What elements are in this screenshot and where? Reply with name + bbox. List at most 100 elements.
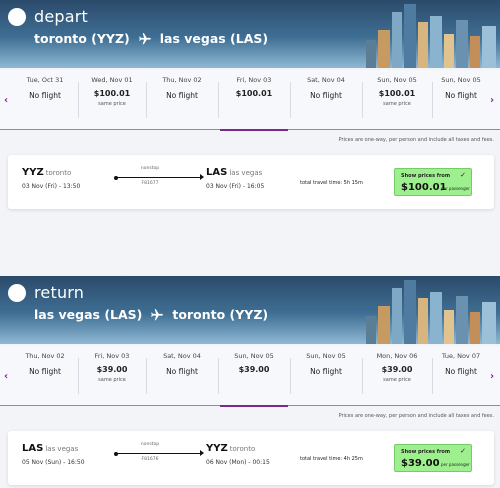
check-icon: ✓ [460,447,466,455]
date-label: Thu, Nov 02 [25,352,65,360]
destination-code: YYZ toronto [206,443,256,454]
depart-destination: las vegas (LAS) [159,31,269,46]
date-status: No flight [166,91,198,100]
date-label: Tue, Nov 07 [441,352,481,360]
date-option[interactable]: Mon, Nov 06 $39.00 same price [364,352,430,400]
date-option[interactable]: Sun, Nov 05 $100.01 same price [364,76,430,124]
date-status: No flight [445,367,477,376]
date-label: Fri, Nov 03 [94,352,130,360]
per-passenger-label: per passenger [441,462,470,467]
return-destination: toronto (YYZ) [172,307,269,322]
return-radio[interactable] [8,284,26,302]
date-option[interactable]: Fri, Nov 03 $39.00 same price [80,352,144,400]
date-status: No flight [310,91,342,100]
depart-label: depart [34,7,89,26]
date-option[interactable]: Sun, Nov 05 No flight [434,76,488,124]
skyline-illustration [366,4,496,68]
show-prices-label: Show prices from [401,449,451,455]
flight-number: F81677 [141,181,159,186]
date-price: $100.01 [235,89,273,98]
date-price: $39.00 [96,365,128,374]
prices-note: Prices are one-way, per person and inclu… [338,137,494,143]
date-price: $100.01 [378,89,416,98]
date-label: Sun, Nov 05 [234,352,274,360]
origin-city: las vegas [45,445,79,453]
chevron-left-icon[interactable]: ‹ [4,95,9,106]
airplane-icon [138,32,152,46]
depart-radio[interactable] [8,8,26,26]
origin-code: LAS las vegas [22,443,79,454]
total-travel-time: total travel time: 5h 15m [300,180,363,186]
date-status: No flight [29,91,61,100]
destination-code: LAS las vegas [206,167,263,178]
return-origin: las vegas (LAS) [34,307,143,322]
date-option[interactable]: Sat, Nov 04 No flight [292,76,360,124]
date-label: Mon, Nov 06 [376,352,418,360]
date-note: same price [383,101,411,107]
date-label: Fri, Nov 03 [236,76,272,84]
arrive-time: 06 Nov (Mon) - 00:15 [206,459,270,466]
date-status: No flight [445,91,477,100]
date-option[interactable]: Tue, Nov 07 No flight [434,352,488,400]
return-date-strip: ‹ Thu, Nov 02 No flight Fri, Nov 03 $39.… [0,346,500,407]
per-passenger-label: per passenger [441,186,470,191]
arrive-time: 03 Nov (Fri) - 16:05 [206,183,265,190]
date-status: No flight [29,367,61,376]
date-price: $100.01 [93,89,131,98]
date-option-selected[interactable]: Sun, Nov 05 $39.00 [220,352,288,407]
date-label: Sat, Nov 04 [163,352,201,360]
date-note: same price [98,377,126,383]
date-option[interactable]: Sun, Nov 05 No flight [292,352,360,400]
date-label: Wed, Nov 01 [91,76,133,84]
depart-header: depart toronto (YYZ) las vegas (LAS) [0,0,500,68]
show-prices-button[interactable]: Show prices from ✓ $39.00 per passenger [394,444,472,472]
date-label: Sun, Nov 05 [306,352,346,360]
total-travel-time: total travel time: 4h 25m [300,456,363,462]
date-label: Sat, Nov 04 [307,76,345,84]
date-status: No flight [310,367,342,376]
date-label: Sun, Nov 05 [441,76,481,84]
date-label: Sun, Nov 05 [377,76,417,84]
chevron-left-icon[interactable]: ‹ [4,371,9,382]
airplane-icon [150,308,164,322]
date-note: same price [383,377,411,383]
date-price: $39.00 [238,365,270,374]
origin-code: YYZ toronto [22,167,72,178]
price-value: $100.01 [401,182,447,193]
date-price: $39.00 [381,365,413,374]
depart-section: depart toronto (YYZ) las vegas (LAS) ‹ T… [0,0,500,209]
return-section: return las vegas (LAS) toronto (YYZ) ‹ T… [0,276,500,488]
destination-city: las vegas [229,169,263,177]
section-gap [0,244,500,276]
show-prices-button[interactable]: Show prices from ✓ $100.01 per passenger [394,168,472,196]
depart-time: 05 Nov (Sun) - 16:50 [22,459,85,466]
date-option[interactable]: Wed, Nov 01 $100.01 same price [80,76,144,124]
date-option[interactable]: Thu, Nov 02 No flight [14,352,76,400]
show-prices-label: Show prices from [401,173,451,179]
chevron-right-icon[interactable]: › [490,95,495,106]
depart-origin: toronto (YYZ) [34,31,130,46]
check-icon: ✓ [460,171,466,179]
date-option[interactable]: Thu, Nov 02 No flight [148,76,216,124]
date-status: No flight [166,367,198,376]
date-label: Thu, Nov 02 [162,76,202,84]
depart-time: 03 Nov (Fri) - 13:50 [22,183,81,190]
route-line [114,450,204,456]
chevron-right-icon[interactable]: › [490,371,495,382]
origin-city: toronto [45,169,72,177]
prices-note: Prices are one-way, per person and inclu… [338,413,494,419]
return-header: return las vegas (LAS) toronto (YYZ) [0,276,500,344]
return-label: return [34,283,85,302]
date-option[interactable]: Sat, Nov 04 No flight [148,352,216,400]
skyline-illustration [366,280,496,344]
return-route: las vegas (LAS) toronto (YYZ) [34,307,268,322]
destination-city: toronto [229,445,256,453]
stops-label: nonstop [140,442,160,447]
flight-card[interactable]: YYZ toronto 03 Nov (Fri) - 13:50 nonstop … [8,155,494,209]
depart-date-strip: ‹ Tue, Oct 31 No flight Wed, Nov 01 $100… [0,70,500,131]
date-option-selected[interactable]: Fri, Nov 03 $100.01 [220,76,288,131]
flight-card[interactable]: LAS las vegas 05 Nov (Sun) - 16:50 nonsto… [8,431,494,485]
date-option[interactable]: Tue, Oct 31 No flight [14,76,76,124]
stops-label: nonstop [140,166,160,171]
depart-route: toronto (YYZ) las vegas (LAS) [34,31,268,46]
